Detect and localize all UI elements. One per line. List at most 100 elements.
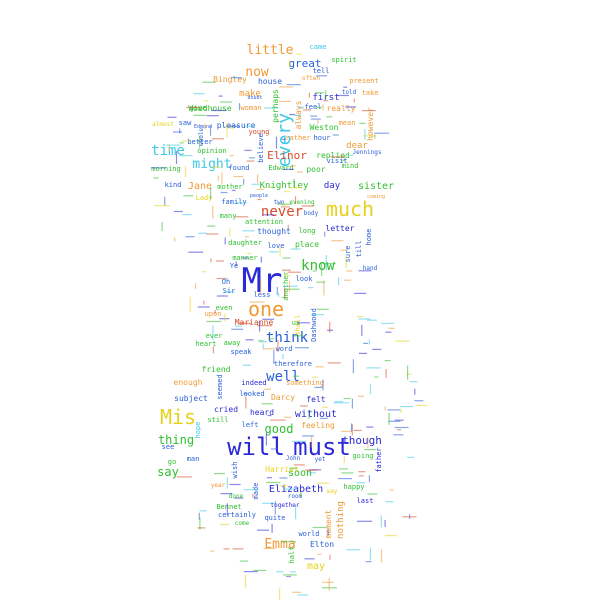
word-83: daughter bbox=[228, 239, 262, 247]
filler-mark bbox=[197, 306, 210, 308]
filler-mark bbox=[322, 263, 336, 265]
filler-mark bbox=[351, 423, 353, 432]
filler-mark bbox=[310, 115, 318, 117]
filler-mark bbox=[186, 106, 201, 109]
filler-mark bbox=[262, 502, 275, 504]
word-96: word bbox=[276, 345, 293, 353]
filler-mark bbox=[260, 279, 262, 294]
filler-mark bbox=[257, 174, 259, 184]
filler-mark bbox=[407, 365, 409, 380]
filler-mark bbox=[367, 493, 378, 495]
filler-mark bbox=[220, 523, 229, 526]
word-9: well bbox=[266, 369, 300, 385]
filler-mark bbox=[261, 403, 273, 405]
filler-mark bbox=[384, 535, 397, 537]
filler-mark bbox=[314, 386, 323, 388]
filler-mark bbox=[298, 106, 305, 108]
filler-mark bbox=[229, 155, 234, 157]
filler-mark bbox=[341, 159, 346, 161]
filler-mark bbox=[283, 285, 298, 287]
filler-mark bbox=[217, 175, 219, 181]
word-116: wish bbox=[231, 462, 239, 479]
filler-mark bbox=[288, 187, 303, 189]
filler-mark bbox=[308, 287, 314, 289]
filler-mark bbox=[308, 410, 310, 420]
word-125: sure bbox=[344, 246, 352, 263]
filler-mark bbox=[308, 472, 316, 474]
word-80: kind bbox=[165, 181, 182, 189]
filler-mark bbox=[204, 123, 206, 130]
filler-mark bbox=[224, 237, 226, 245]
filler-mark bbox=[284, 416, 292, 418]
filler-mark bbox=[210, 258, 212, 263]
filler-mark bbox=[231, 328, 244, 330]
filler-mark bbox=[393, 434, 404, 436]
filler-mark bbox=[202, 81, 216, 83]
filler-mark bbox=[257, 198, 262, 201]
word-10: never bbox=[261, 204, 303, 220]
word-73: saw bbox=[179, 119, 192, 127]
filler-mark bbox=[179, 155, 193, 157]
filler-mark bbox=[374, 376, 379, 378]
word-39: enough bbox=[174, 378, 203, 387]
word-131: rather bbox=[285, 134, 310, 142]
filler-mark bbox=[270, 448, 278, 450]
word-135: visit bbox=[326, 157, 347, 165]
word-32: Woodhouse bbox=[188, 104, 232, 113]
word-42: Harriet bbox=[265, 465, 299, 474]
filler-mark bbox=[278, 100, 291, 102]
filler-mark bbox=[153, 177, 159, 179]
word-23: Jane bbox=[188, 181, 212, 192]
filler-mark bbox=[270, 419, 286, 421]
filler-mark bbox=[338, 277, 340, 285]
filler-mark bbox=[223, 548, 230, 550]
filler-mark bbox=[281, 296, 286, 298]
word-89: look bbox=[296, 275, 314, 283]
filler-mark bbox=[174, 237, 176, 242]
word-110: happy bbox=[343, 483, 364, 491]
filler-mark bbox=[193, 93, 205, 95]
filler-mark bbox=[296, 171, 303, 173]
filler-mark bbox=[231, 189, 236, 192]
filler-mark bbox=[224, 313, 226, 322]
filler-mark bbox=[400, 408, 402, 413]
filler-mark bbox=[409, 381, 418, 383]
filler-mark bbox=[280, 541, 296, 543]
filler-mark bbox=[297, 594, 309, 596]
filler-mark bbox=[343, 86, 348, 88]
filler-mark bbox=[199, 517, 201, 530]
filler-mark bbox=[388, 412, 390, 425]
filler-mark bbox=[207, 225, 216, 227]
word-148: whole bbox=[198, 128, 205, 146]
filler-mark bbox=[249, 157, 256, 159]
word-48: thought bbox=[257, 227, 291, 236]
filler-mark bbox=[161, 222, 163, 232]
filler-mark bbox=[323, 100, 329, 102]
filler-mark bbox=[416, 404, 428, 406]
filler-mark bbox=[198, 512, 200, 520]
word-78: found bbox=[228, 164, 249, 172]
filler-mark bbox=[278, 292, 280, 297]
word-144: us bbox=[292, 319, 300, 327]
filler-mark bbox=[304, 469, 318, 471]
filler-mark bbox=[349, 154, 354, 157]
word-85: Sir bbox=[223, 287, 236, 295]
filler-mark bbox=[389, 489, 394, 491]
filler-mark bbox=[316, 75, 328, 77]
filler-mark bbox=[301, 205, 315, 207]
filler-mark bbox=[233, 77, 238, 79]
filler-mark bbox=[263, 107, 278, 109]
filler-mark bbox=[351, 424, 353, 436]
filler-mark bbox=[286, 575, 291, 578]
filler-mark bbox=[310, 314, 324, 316]
word-119: come bbox=[235, 520, 250, 527]
filler-mark bbox=[364, 129, 366, 141]
filler-mark bbox=[327, 529, 329, 536]
filler-mark bbox=[369, 547, 371, 561]
filler-mark bbox=[384, 360, 391, 362]
filler-mark bbox=[338, 478, 352, 480]
filler-mark bbox=[167, 116, 177, 118]
word-55: cried bbox=[214, 405, 238, 414]
filler-mark bbox=[244, 149, 252, 151]
filler-mark bbox=[288, 281, 291, 293]
